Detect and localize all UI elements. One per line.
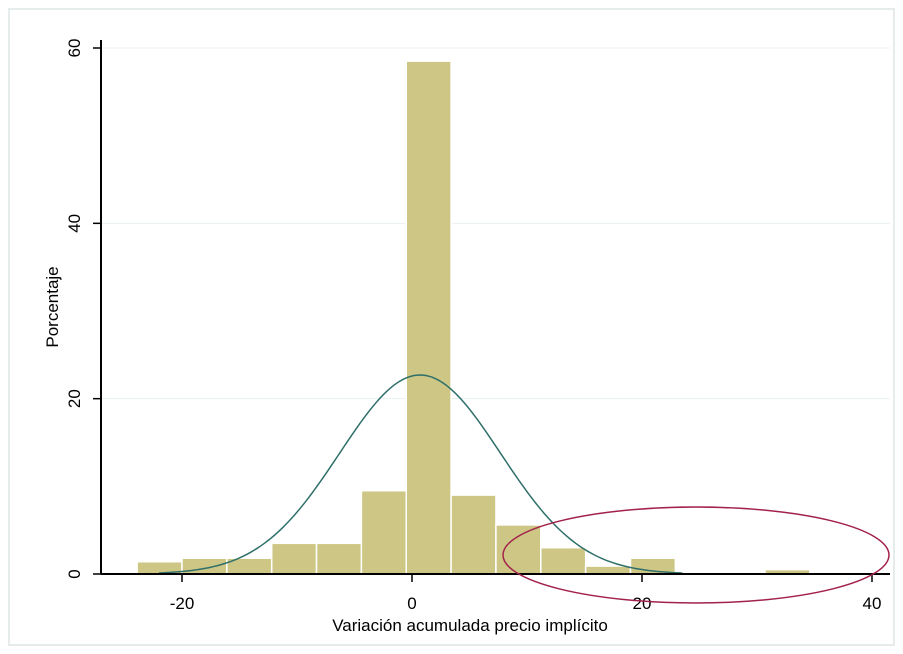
histogram-bar-5 bbox=[360, 489, 407, 575]
x-tick-label-40: 40 bbox=[863, 594, 882, 613]
y-tick-label-20: 20 bbox=[65, 389, 84, 408]
histogram-bar-1 bbox=[181, 557, 228, 575]
x-tick-label-20: 20 bbox=[633, 594, 652, 613]
y-axis-ticks: 0 20 40 60 bbox=[65, 39, 101, 579]
x-tick-label-0: 0 bbox=[407, 594, 416, 613]
x-axis-ticks: -20 0 20 40 bbox=[170, 574, 882, 613]
histogram-bar-8 bbox=[495, 524, 542, 575]
y-tick-label-60: 60 bbox=[65, 39, 84, 58]
highlight-ellipse bbox=[502, 506, 890, 604]
histogram-bar-7 bbox=[450, 494, 497, 575]
y-tick-label-0: 0 bbox=[65, 569, 84, 578]
gridlines bbox=[101, 47, 890, 400]
histogram-bar-10 bbox=[584, 565, 632, 575]
histogram-bar-3 bbox=[270, 542, 318, 575]
normal-density-curve bbox=[158, 374, 683, 574]
x-tick-label--20: -20 bbox=[170, 594, 195, 613]
y-axis-label: Porcentaje bbox=[43, 266, 62, 347]
histogram-bar-4 bbox=[315, 542, 363, 575]
histogram-bar-9 bbox=[540, 546, 587, 575]
x-axis-label: Variación acumulada precio implícito bbox=[332, 616, 608, 635]
y-tick-label-40: 40 bbox=[65, 214, 84, 233]
histogram-bar-6 bbox=[405, 60, 452, 575]
histogram-bars bbox=[136, 60, 811, 575]
